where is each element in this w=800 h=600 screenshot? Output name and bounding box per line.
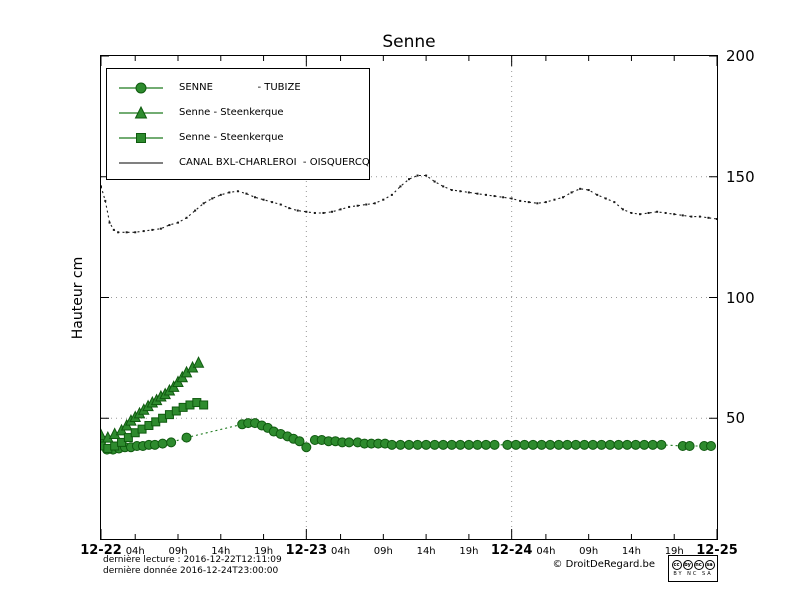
cc-icon: cc: [671, 560, 682, 570]
cc-by-icon: by: [682, 560, 693, 570]
legend-item-steenkerque-triangle: Senne - Steenkerque: [117, 100, 369, 125]
cc-nc-icon: nc: [693, 560, 704, 570]
square-marker-icon: [119, 132, 163, 143]
x-axis-hour-label: 04h: [536, 546, 556, 557]
legend: SENNE - TUBIZE Senne - Steenkerque Senne…: [106, 68, 370, 180]
circle-marker-icon: [119, 82, 163, 93]
legend-item-steenkerque-square: Senne - Steenkerque: [117, 125, 369, 150]
line-marker-icon: [119, 162, 163, 163]
x-axis-hour-label: 04h: [331, 546, 351, 557]
x-axis-day-label: 12-24: [490, 543, 533, 558]
last-data-text: dernière donnée 2016-12-24T23:00:00: [103, 566, 279, 576]
x-axis-hour-label: 09h: [579, 546, 599, 557]
y-axis-tick-label: 200: [726, 47, 755, 65]
x-axis-hour-label: 14h: [621, 546, 641, 557]
y-axis-tick-label: 150: [726, 167, 755, 186]
x-axis-hour-label: 09h: [373, 546, 393, 557]
legend-item-tubize: SENNE - TUBIZE: [117, 75, 369, 100]
legend-label: CANAL BXL-CHARLEROI - OISQUERCQ: [179, 157, 370, 168]
copyright-text: © DroitDeRegard.be: [552, 559, 655, 570]
creative-commons-badge: cc by nc sa BY NC SA: [668, 555, 718, 582]
y-axis-labels: 50 100 150 200: [726, 0, 786, 600]
x-axis-hour-label: 14h: [416, 546, 436, 557]
legend-label: SENNE - TUBIZE: [179, 82, 301, 93]
legend-label: Senne - Steenkerque: [179, 107, 284, 118]
y-axis-tick-label: 50: [726, 409, 746, 428]
chart-title: Senne: [382, 32, 436, 52]
triangle-marker-icon: [119, 105, 163, 118]
y-axis-tick-label: 100: [726, 288, 755, 307]
cc-sa-icon: sa: [704, 560, 715, 570]
cc-caption: BY NC SA: [673, 571, 713, 577]
legend-label: Senne - Steenkerque: [179, 132, 284, 143]
last-reading-text: dernière lecture : 2016-12-22T12:11:09: [103, 555, 282, 565]
y-axis-title: Hauteur cm: [70, 256, 86, 340]
x-axis-hour-label: 19h: [459, 546, 479, 557]
legend-item-canal: CANAL BXL-CHARLEROI - OISQUERCQ: [117, 150, 370, 175]
cc-icons-row: cc by nc sa: [671, 560, 715, 570]
